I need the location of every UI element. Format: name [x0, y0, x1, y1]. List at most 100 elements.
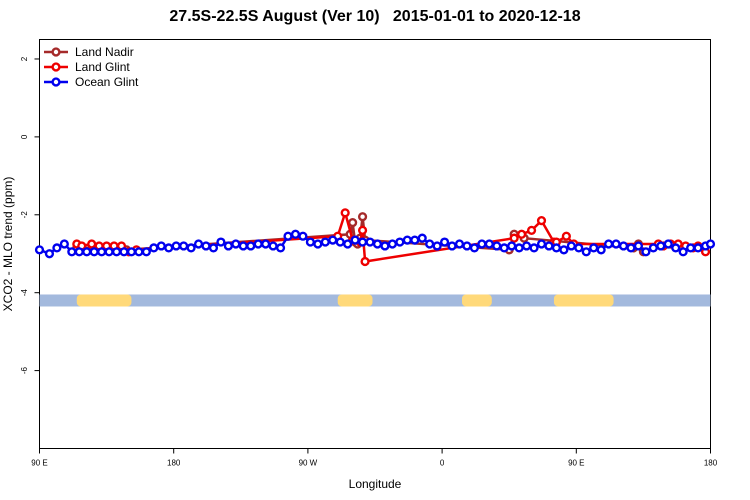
y-axis: 2 0 -2 -4 -6 [20, 56, 40, 374]
data-point [526, 225, 537, 235]
data-point [340, 208, 350, 218]
data-point [186, 243, 196, 253]
data-point [447, 241, 457, 251]
data-point [372, 239, 383, 249]
data-point [268, 241, 278, 251]
data-point [52, 243, 62, 253]
data-point [201, 241, 211, 251]
data-point [126, 247, 137, 257]
series-land-glint [72, 208, 711, 267]
data-point [261, 239, 271, 249]
data-point [171, 241, 181, 251]
data-point [432, 241, 442, 251]
data-point [348, 217, 358, 228]
data-point [641, 247, 651, 257]
ocean-band [39, 294, 711, 307]
data-point [179, 241, 189, 251]
data-point [74, 247, 84, 257]
data-point [566, 241, 576, 251]
data-point [574, 243, 584, 253]
land-segment [553, 294, 614, 307]
data-point [335, 237, 345, 247]
data-point [439, 237, 450, 247]
x-tick-label: 180 [704, 459, 718, 468]
x-axis: 90 E 180 90 W 0 90 E 180 [31, 448, 718, 468]
data-point [156, 241, 166, 251]
data-point [596, 245, 606, 255]
data-point [134, 247, 144, 257]
data-point [44, 249, 55, 259]
data-point [387, 239, 397, 249]
data-point [380, 241, 390, 251]
data-point [365, 237, 375, 247]
data-point [484, 239, 494, 249]
data-point [611, 239, 621, 249]
data-point [507, 241, 517, 251]
data-point [290, 229, 301, 239]
data-point [633, 241, 644, 251]
data-point [59, 239, 69, 249]
data-point [529, 243, 539, 253]
data-point [298, 231, 308, 241]
data-point [87, 239, 97, 249]
data-point [97, 247, 107, 257]
series-line [76, 208, 707, 263]
data-point [618, 241, 629, 251]
data-point [705, 239, 716, 249]
data-point [686, 243, 696, 253]
data-point [559, 245, 569, 255]
data-point [454, 239, 465, 249]
data-point [536, 216, 547, 226]
data-point [425, 239, 435, 249]
x-tick-label: 180 [167, 459, 181, 468]
data-point [509, 233, 519, 243]
legend-label: Land Nadir [75, 45, 134, 59]
land-segment [461, 294, 492, 307]
y-tick-label: -2 [20, 211, 29, 219]
data-point [663, 239, 673, 249]
data-point [357, 237, 368, 247]
data-point [67, 247, 77, 257]
x-axis-label: Longitude [349, 477, 402, 491]
data-point [626, 243, 636, 253]
data-point [521, 241, 532, 251]
data-point [395, 237, 405, 247]
y-tick-label: 2 [20, 56, 29, 61]
data-point [238, 241, 248, 251]
legend-marker [51, 62, 61, 72]
data-point [517, 229, 527, 239]
data-point [350, 235, 360, 245]
data-point [410, 235, 420, 245]
data-point [141, 247, 151, 257]
x-tick-label: 90 W [299, 459, 318, 468]
data-point [34, 245, 45, 255]
data-point [193, 239, 204, 249]
data-point [305, 237, 315, 247]
data-point [313, 239, 323, 249]
data-point [417, 233, 427, 243]
y-tick-label: -4 [20, 289, 29, 297]
data-point [357, 225, 368, 235]
data-point [648, 243, 658, 253]
data-point [499, 243, 509, 253]
data-point [544, 241, 554, 251]
data-point [343, 239, 353, 249]
data-point [604, 239, 614, 249]
land-segment [76, 294, 132, 307]
data-point [477, 239, 487, 249]
legend-marker [51, 77, 61, 87]
y-tick-label: 0 [20, 134, 29, 139]
data-point [328, 235, 338, 245]
x-tick-label: 90 E [31, 459, 47, 468]
data-point [216, 237, 226, 247]
data-point [231, 239, 241, 249]
data-point [82, 247, 92, 257]
data-point [246, 241, 256, 251]
legend-label: Ocean Glint [75, 75, 139, 89]
y-tick-label: -6 [20, 366, 29, 374]
x-tick-label: 0 [440, 459, 445, 468]
data-point [678, 247, 688, 257]
data-point [208, 243, 219, 253]
